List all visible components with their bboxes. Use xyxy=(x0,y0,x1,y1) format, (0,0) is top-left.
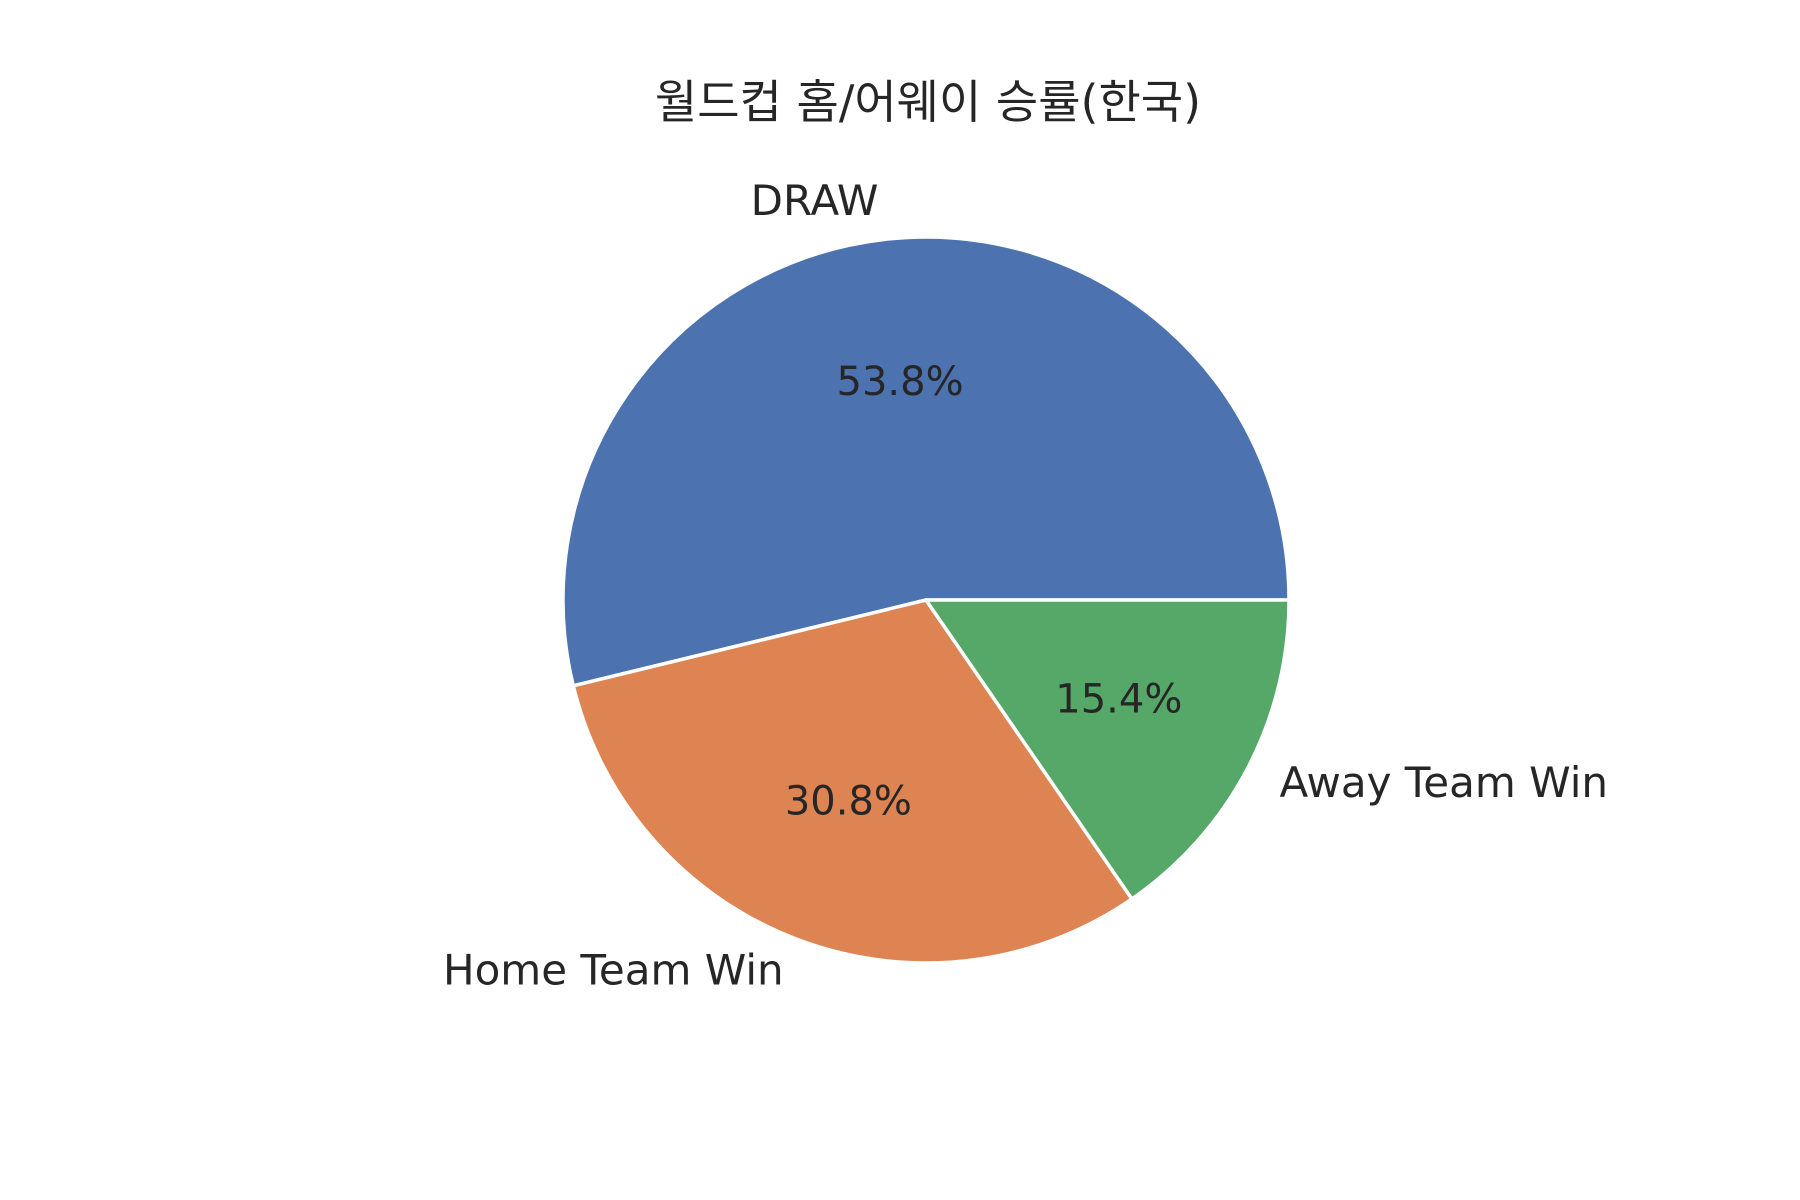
slice-label-draw: DRAW xyxy=(751,176,879,225)
chart-title: 월드컵 홈/어웨이 승률(한국) xyxy=(655,75,1201,129)
pct-label-away-team-win: 15.4% xyxy=(1055,676,1182,722)
pct-label-draw: 53.8% xyxy=(837,359,964,405)
pie-slices xyxy=(561,235,1291,965)
pie-slice-away-team-win xyxy=(924,598,1291,901)
pct-label-home-team-win: 30.8% xyxy=(785,778,912,824)
pie-labels: DRAW 53.8% Home Team Win 30.8% Away Team Win… xyxy=(443,176,1608,995)
pie-slice-home-team-win xyxy=(571,598,1134,965)
pie-slice-draw xyxy=(561,235,1291,688)
slice-label-home-team-win: Home Team Win xyxy=(443,946,784,995)
slice-label-away-team-win: Away Team Win xyxy=(1279,758,1608,807)
